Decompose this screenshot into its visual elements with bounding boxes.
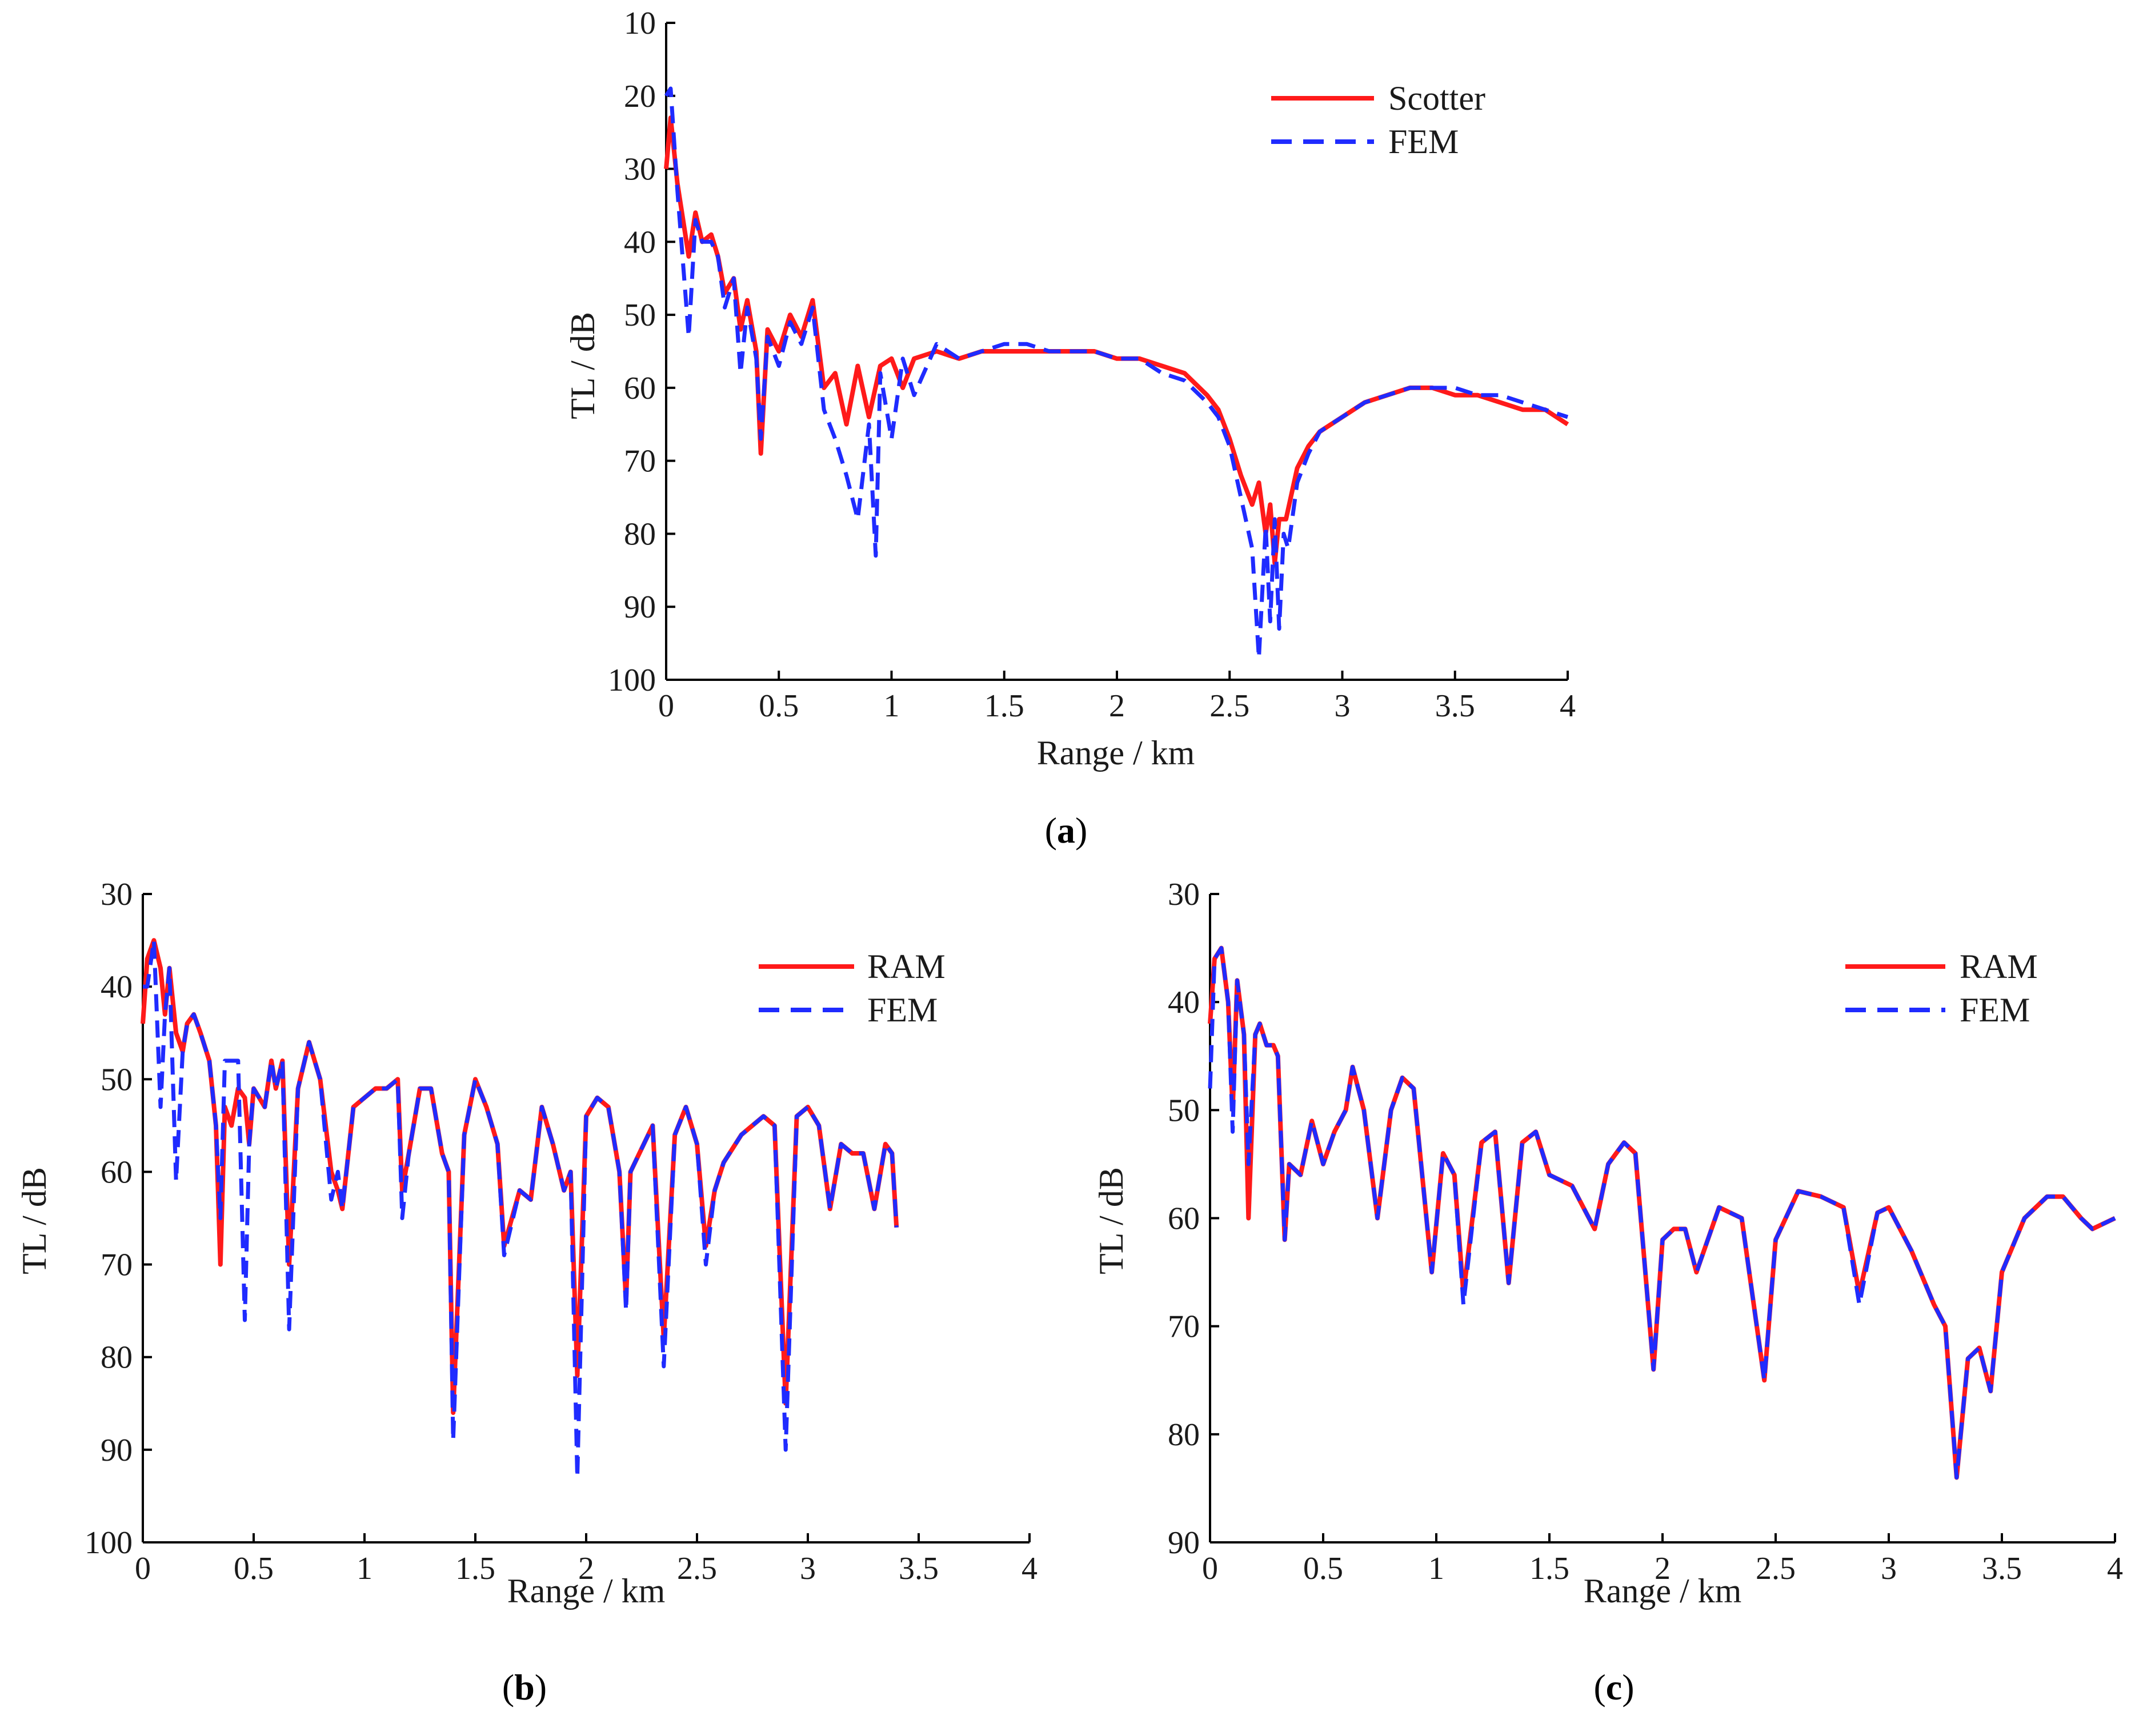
- panel-a-xlabel: Range / km: [1037, 734, 1195, 772]
- panel-c-x-tick-label: 2.5: [1756, 1551, 1796, 1586]
- panel-b-x-tick-label: 4: [1022, 1551, 1038, 1586]
- panel-b-plot-area: 0 0.5 1 1.5 2 2.5 3 3.5 4 30 40 50 60 70 80 90 100: [85, 877, 1038, 1586]
- panel-c-x-tick-label: 4: [2107, 1551, 2123, 1586]
- panel-a-caption: (a): [1045, 810, 1088, 851]
- panel-c-series-fem-line: [1208, 946, 2116, 1480]
- panel-b-y-tick-label: 50: [101, 1062, 133, 1097]
- panel-c-x-tick-label: 0: [1202, 1551, 1218, 1586]
- panel-b-legend: RAM FEM: [759, 948, 946, 1029]
- panel-a-x-tick-label: 3.5: [1435, 688, 1475, 724]
- panel-a-x-tick-label: 1: [884, 688, 900, 724]
- panel-b-x-tick-label: 2.5: [677, 1551, 717, 1586]
- panel-c-chart: 0 0.5 1 1.5 2 2.5 3 3.5 4 30 40 50 60 70 80 90 Range / …: [1092, 877, 2123, 1707]
- panel-b-y-tick-label: 90: [101, 1433, 133, 1468]
- panel-b-xlabel: Range / km: [507, 1572, 666, 1610]
- panel-a-x-tick-label: 2: [1109, 688, 1125, 724]
- panel-c-x-tick-label: 0.5: [1303, 1551, 1343, 1586]
- panel-c-caption-letter: c: [1606, 1667, 1622, 1707]
- panel-a-ylabel: TL / dB: [564, 312, 602, 419]
- panel-a-x-tick-label: 4: [1560, 688, 1576, 724]
- panel-c-xlabel: Range / km: [1584, 1572, 1742, 1610]
- panel-c-legend-label-1: FEM: [1960, 991, 2030, 1029]
- panel-a-legend: Scotter FEM: [1271, 79, 1485, 161]
- panel-c-y-tick-label: 40: [1168, 985, 1200, 1020]
- panel-b-x-tick-label: 1.5: [455, 1551, 495, 1586]
- panel-b-x-tick-label: 0.5: [234, 1551, 274, 1586]
- panel-b-caption: (b): [502, 1667, 547, 1707]
- panel-b-x-tick-label: 0: [135, 1551, 151, 1586]
- panel-b-legend-label-0: RAM: [867, 948, 946, 985]
- panel-c-y-tick-label: 30: [1168, 877, 1200, 912]
- panel-a-legend-label-1: FEM: [1388, 123, 1459, 161]
- panel-c-legend-label-0: RAM: [1960, 948, 2038, 985]
- panel-c-y-tick-label: 60: [1168, 1201, 1200, 1237]
- panel-b-y-tick-label: 100: [85, 1525, 133, 1561]
- panel-b-y-tick-label: 70: [101, 1248, 133, 1283]
- panel-b-chart: 0 0.5 1 1.5 2 2.5 3 3.5 4 30 40 50 60 70 80 90 100 Range…: [15, 877, 1038, 1707]
- panel-a-y-tick-label: 60: [624, 371, 656, 406]
- panel-a-y-tick-label: 30: [624, 152, 656, 187]
- panel-a-y-tick-label: 10: [624, 6, 656, 41]
- panel-b-ylabel: TL / dB: [15, 1167, 53, 1274]
- panel-a-y-tick-label: 90: [624, 590, 656, 625]
- panel-c-plot-area: 0 0.5 1 1.5 2 2.5 3 3.5 4 30 40 50 60 70 80 90: [1168, 877, 2123, 1586]
- panel-b-caption-letter: b: [514, 1667, 535, 1707]
- panel-a-y-tick-label: 40: [624, 224, 656, 260]
- panel-c-x-tick-label: 1: [1428, 1551, 1444, 1586]
- panel-a-caption-letter: a: [1057, 810, 1075, 851]
- panel-c-legend: RAM FEM: [1845, 948, 2038, 1029]
- panel-a-chart: 0 0.5 1 1.5 2 2.5 3 3.5 4 10 20 30 40 50 60 70 80 90 100 R…: [564, 6, 1576, 851]
- panel-b-x-tick-label: 3.5: [899, 1551, 939, 1586]
- panel-a-y-tick-label: 70: [624, 444, 656, 479]
- panel-c-y-tick-label: 80: [1168, 1417, 1200, 1453]
- panel-a-series-fem-line: [664, 86, 1569, 660]
- panel-a-plot-area: 0 0.5 1 1.5 2 2.5 3 3.5 4 10 20 30 40 50 60 70 80 90 100: [608, 6, 1576, 724]
- panel-c-y-tick-label: 90: [1168, 1525, 1200, 1561]
- panel-a-x-tick-label: 2.5: [1209, 688, 1249, 724]
- panel-c-x-tick-label: 1.5: [1529, 1551, 1569, 1586]
- panel-a-x-tick-label: 3: [1335, 688, 1351, 724]
- panel-c-ylabel: TL / dB: [1092, 1167, 1130, 1274]
- panel-c-caption: (c): [1593, 1667, 1634, 1707]
- panel-a-legend-label-0: Scotter: [1388, 79, 1485, 117]
- panel-c-x-tick-label: 3.5: [1982, 1551, 2022, 1586]
- panel-c-x-tick-label: 2: [1655, 1551, 1671, 1586]
- panel-b-x-tick-label: 1: [356, 1551, 372, 1586]
- panel-c-x-tick-label: 3: [1881, 1551, 1897, 1586]
- panel-c-y-tick-label: 50: [1168, 1093, 1200, 1128]
- panel-b-x-tick-label: 2: [578, 1551, 594, 1586]
- panel-b-x-tick-label: 3: [800, 1551, 816, 1586]
- panel-b-series-fem-line: [143, 938, 899, 1480]
- panel-a-x-tick-label: 1.5: [984, 688, 1024, 724]
- panel-c-y-tick-label: 70: [1168, 1309, 1200, 1345]
- panel-a-y-tick-label: 20: [624, 79, 656, 114]
- panel-a-y-tick-label: 50: [624, 298, 656, 333]
- panel-b-y-tick-label: 60: [101, 1154, 133, 1190]
- panel-a-x-tick-label: 0.5: [759, 688, 799, 724]
- panel-b-y-tick-label: 80: [101, 1340, 133, 1376]
- panel-a-y-tick-label: 100: [608, 663, 656, 698]
- panel-a-x-tick-label: 0: [658, 688, 674, 724]
- panel-b-legend-label-1: FEM: [867, 991, 938, 1029]
- panel-a-y-tick-label: 80: [624, 516, 656, 552]
- panel-b-y-tick-label: 30: [101, 877, 133, 912]
- panel-b-y-tick-label: 40: [101, 969, 133, 1005]
